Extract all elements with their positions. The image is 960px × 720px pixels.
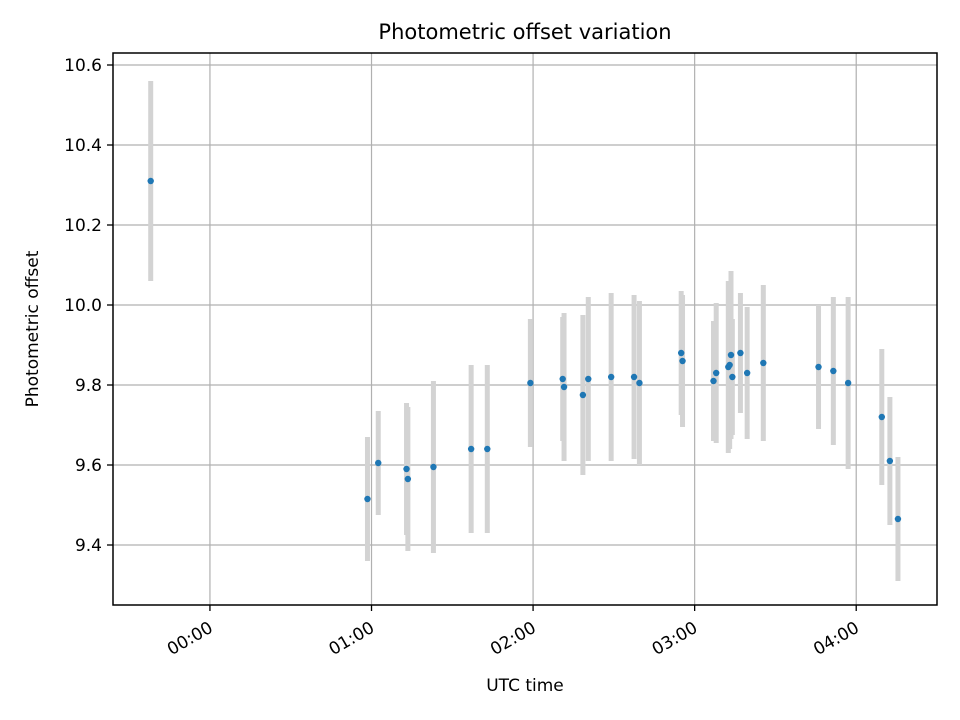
data-point (737, 349, 744, 357)
y-tick-label: 10.4 (64, 136, 102, 156)
data-point (894, 515, 902, 523)
x-tick-label: 02:00 (487, 618, 539, 660)
data-point (484, 445, 491, 453)
data-point (467, 445, 475, 453)
data-point (430, 463, 437, 471)
y-tick-label: 10.0 (64, 296, 102, 316)
x-tick-label: 00:00 (164, 618, 216, 660)
data-point (585, 375, 592, 383)
data-point (404, 475, 412, 483)
chart-title: Photometric offset variation (378, 20, 671, 44)
x-axis-ticks: 00:00 01:00 02:00 03:00 04:00 (164, 605, 863, 660)
x-tick-label: 01:00 (326, 618, 378, 660)
data-point (729, 373, 736, 381)
data-point (375, 459, 382, 467)
y-axis-ticks: 9.4 9.6 9.8 10.0 10.2 10.4 10.6 (64, 56, 113, 556)
x-axis-label: UTC time (486, 676, 564, 696)
x-tick-label: 03:00 (649, 618, 701, 660)
data-point (679, 357, 686, 365)
data-point (727, 351, 735, 359)
data-point (760, 359, 767, 367)
data-point (636, 379, 643, 387)
y-tick-label: 9.6 (75, 456, 102, 476)
data-points (147, 177, 902, 523)
y-tick-label: 10.6 (64, 56, 102, 76)
grid-lines (113, 53, 937, 605)
data-point (607, 373, 615, 381)
plot-frame (112, 52, 938, 606)
x-tick-label: 04:00 (810, 618, 862, 660)
data-point (403, 465, 410, 473)
data-point (815, 363, 822, 371)
data-point (147, 177, 154, 185)
y-tick-label: 9.4 (75, 536, 102, 556)
error-bars (148, 81, 901, 581)
data-point (630, 373, 638, 381)
data-point (743, 369, 751, 377)
data-point (579, 391, 587, 399)
y-tick-label: 10.2 (64, 216, 102, 236)
data-point (677, 349, 685, 357)
data-point (527, 379, 534, 387)
data-point (559, 375, 566, 383)
y-axis-label: Photometric offset (23, 250, 43, 407)
data-point (878, 413, 885, 421)
data-point (560, 383, 568, 391)
data-point (844, 379, 852, 387)
data-point (712, 369, 720, 377)
y-tick-label: 9.8 (75, 376, 102, 396)
data-point (830, 367, 837, 375)
data-point (726, 361, 733, 369)
data-point (886, 457, 894, 465)
data-point (710, 377, 717, 385)
data-point (364, 495, 371, 503)
